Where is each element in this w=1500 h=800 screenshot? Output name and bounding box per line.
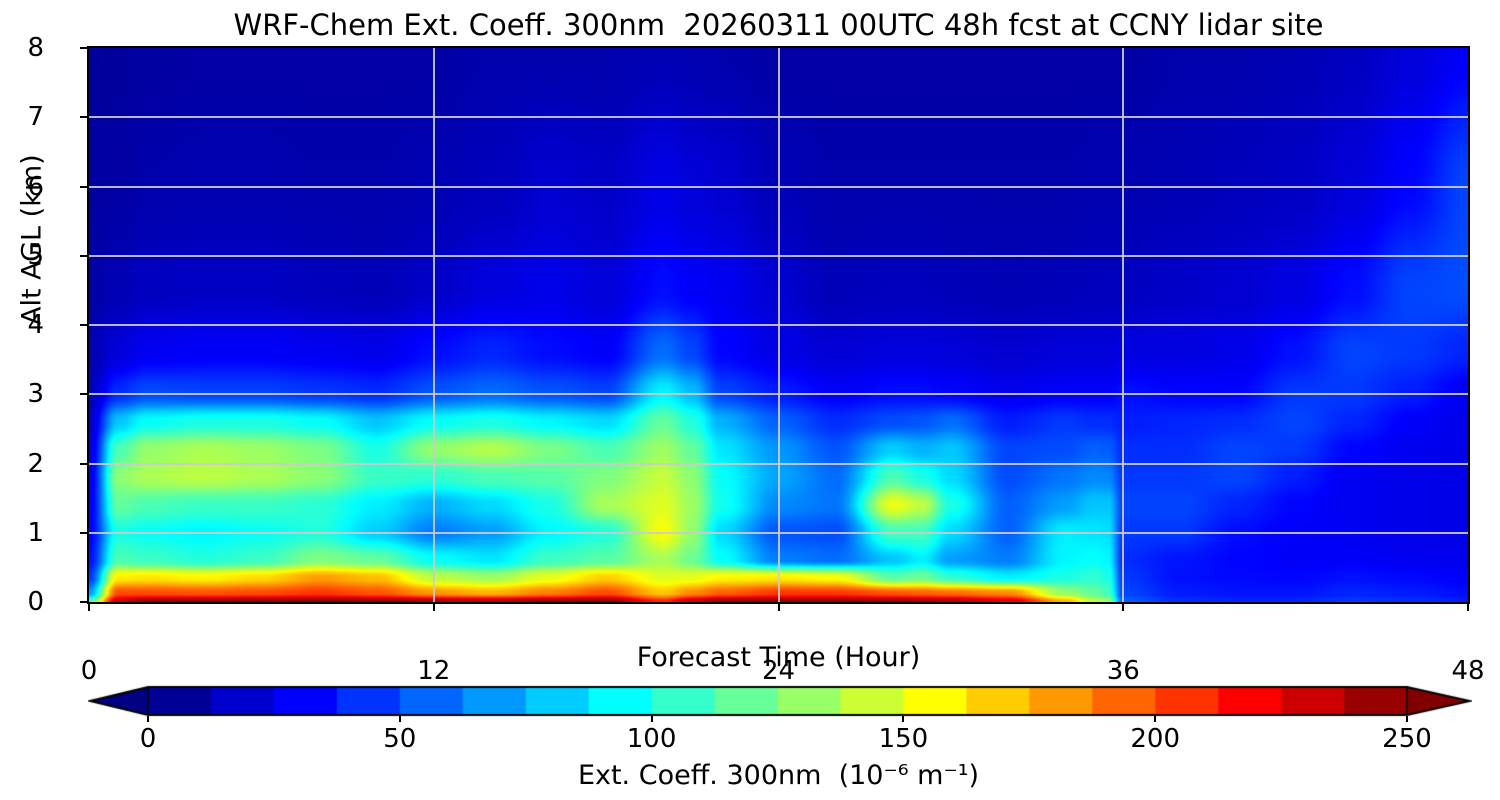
colorbar-canvas [88,684,1472,720]
chart-title: WRF-Chem Ext. Coeff. 300nm 20260311 00UT… [233,8,1324,42]
y-tick-mark [80,116,87,119]
y-tick-label: 3 [27,379,44,410]
x-tick-mark [432,604,435,611]
colorbar-tick-label: 0 [139,724,157,754]
x-tick-mark [1122,604,1125,611]
colorbar-tick-mark [398,716,401,722]
y-tick-label: 7 [27,102,44,133]
y-tick-mark [80,185,87,188]
y-tick-mark [80,254,87,257]
y-tick-label: 4 [27,310,44,340]
y-tick-mark [80,531,87,534]
x-tick-label: 48 [1451,656,1485,686]
y-tick-label: 1 [27,517,44,548]
colorbar-tick-label: 100 [626,724,677,754]
x-tick-label: 36 [1106,656,1140,686]
x-tick-label: 24 [761,656,796,686]
y-tick-mark [80,462,87,465]
heatmap-canvas [89,48,1468,602]
x-tick-mark [88,604,90,611]
colorbar-tick-mark [650,716,653,722]
y-tick-label: 6 [27,171,44,202]
y-tick-mark [80,393,87,396]
colorbar-tick-label: 250 [1382,724,1432,754]
colorbar-tick-mark [147,716,149,722]
y-tick-label: 0 [27,587,44,617]
y-tick-mark [80,47,87,49]
colorbar-tick-label: 200 [1130,724,1180,754]
y-tick-mark [80,324,87,326]
x-tick-mark [777,604,780,611]
y-tick-label: 2 [27,448,44,479]
x-tick-label: 12 [417,656,451,686]
colorbar-tick-mark [1406,716,1408,722]
colorbar [88,684,1472,720]
colorbar-tick-label: 50 [383,724,417,754]
y-tick-label: 5 [27,240,44,271]
x-tick-label: 0 [80,656,98,686]
colorbar-tick-mark [902,716,905,722]
y-tick-label: 8 [27,33,44,63]
x-axis-label: Forecast Time (Hour) [636,642,921,673]
y-tick-mark [80,601,87,603]
x-tick-mark [1467,604,1469,611]
colorbar-tick-mark [1154,716,1157,722]
colorbar-label: Ext. Coeff. 300nm (10⁻⁶ m⁻¹) [577,760,980,791]
colorbar-tick-label: 150 [878,724,929,754]
